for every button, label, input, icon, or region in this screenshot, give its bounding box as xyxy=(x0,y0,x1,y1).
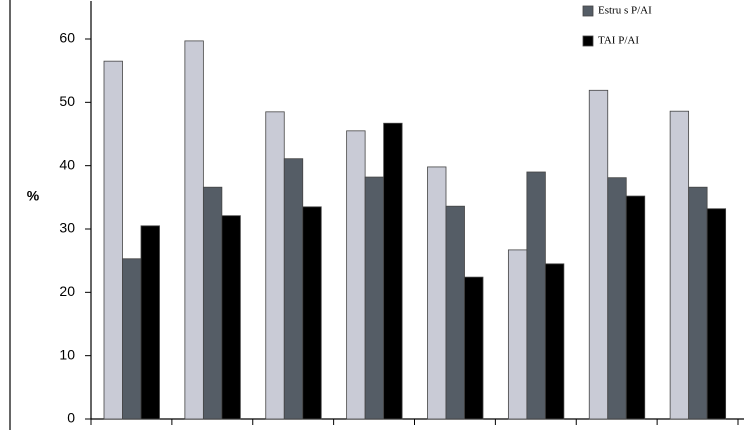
y-tick-label: 60 xyxy=(59,30,75,46)
bar xyxy=(688,186,708,420)
bar xyxy=(140,225,160,420)
y-axis-label: % xyxy=(27,188,40,204)
legend-swatch xyxy=(582,35,594,47)
bar xyxy=(625,195,646,420)
bar xyxy=(103,60,123,420)
bar xyxy=(265,111,285,420)
bar xyxy=(507,249,528,420)
bar xyxy=(464,276,484,420)
bar xyxy=(283,158,304,420)
legend-swatch xyxy=(582,5,594,17)
bar xyxy=(526,171,546,420)
bar xyxy=(383,122,403,420)
legend-label: Estru s P/AI xyxy=(598,5,652,17)
y-tick-label: 20 xyxy=(59,283,75,299)
bar xyxy=(221,215,241,420)
bar xyxy=(364,176,385,420)
bar xyxy=(346,130,366,420)
y-tick-label: 0 xyxy=(67,410,75,426)
bar xyxy=(445,205,465,420)
y-tick-label: 50 xyxy=(59,93,75,109)
bar xyxy=(607,177,627,420)
bar xyxy=(184,40,204,420)
y-tick-label: 10 xyxy=(59,346,75,362)
bar xyxy=(202,186,223,420)
bar xyxy=(427,166,447,420)
y-tick-label: 30 xyxy=(59,220,75,236)
legend-label: TAI P/AI xyxy=(598,35,639,47)
bar xyxy=(669,110,690,420)
bar xyxy=(544,263,565,420)
bar xyxy=(122,258,142,420)
bar xyxy=(302,206,322,420)
bar xyxy=(588,89,609,420)
bar xyxy=(706,208,727,420)
y-tick-label: 40 xyxy=(59,156,75,172)
